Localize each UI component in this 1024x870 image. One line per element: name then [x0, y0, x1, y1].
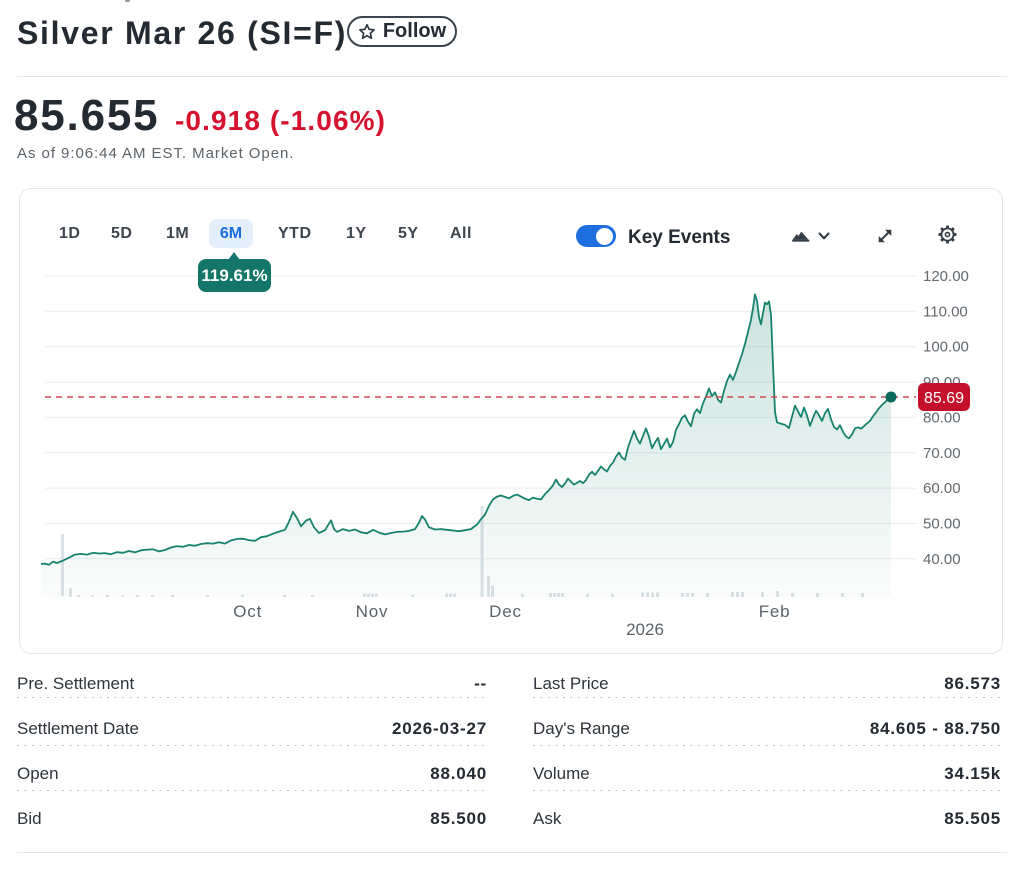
svg-text:Oct: Oct [233, 602, 262, 621]
svg-text:Dec: Dec [489, 602, 522, 621]
svg-text:60.00: 60.00 [923, 480, 961, 497]
svg-text:Feb: Feb [759, 602, 791, 621]
svg-text:70.00: 70.00 [923, 445, 961, 462]
svg-text:110.00: 110.00 [923, 303, 968, 320]
svg-text:50.00: 50.00 [923, 516, 961, 533]
svg-text:100.00: 100.00 [923, 339, 969, 356]
svg-text:40.00: 40.00 [923, 551, 961, 568]
svg-text:2026: 2026 [626, 620, 664, 639]
svg-text:120.00: 120.00 [923, 268, 969, 285]
svg-text:80.00: 80.00 [923, 409, 961, 426]
svg-text:85.69: 85.69 [924, 390, 964, 407]
svg-text:Nov: Nov [356, 602, 389, 621]
